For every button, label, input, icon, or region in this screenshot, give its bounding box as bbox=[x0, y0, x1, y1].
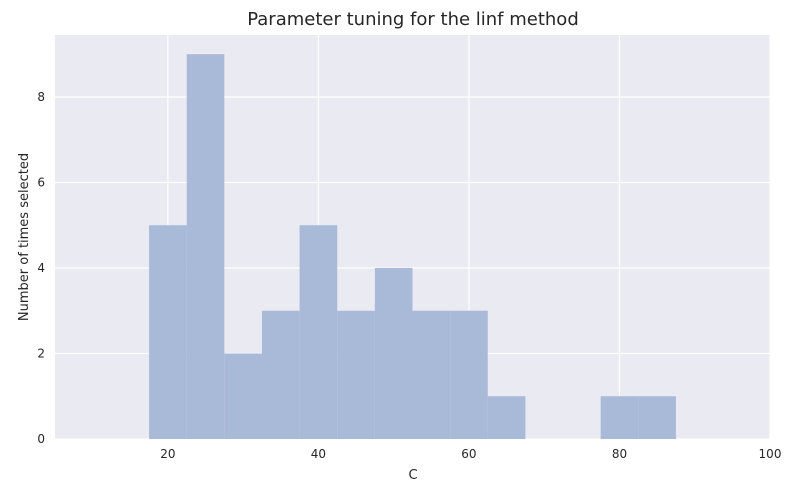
histogram-bar bbox=[337, 310, 375, 439]
histogram-bar bbox=[638, 396, 676, 439]
histogram-bar bbox=[600, 396, 639, 439]
histogram-bar bbox=[261, 310, 300, 439]
histogram-bar bbox=[299, 225, 338, 439]
y-tick-labels: 0 2 4 6 8 bbox=[37, 90, 45, 446]
histogram-bar bbox=[374, 267, 413, 439]
histogram-bar bbox=[487, 396, 526, 439]
y-tick-label: 0 bbox=[37, 432, 45, 446]
y-tick-label: 4 bbox=[37, 261, 45, 275]
x-tick-labels: 20 40 60 80 100 bbox=[160, 447, 781, 461]
bars bbox=[149, 54, 676, 439]
histogram-bar bbox=[149, 225, 187, 439]
x-tick-label: 20 bbox=[160, 447, 175, 461]
histogram-bar bbox=[450, 310, 488, 439]
x-axis-label: C bbox=[408, 468, 417, 483]
y-tick-label: 8 bbox=[37, 90, 45, 104]
x-tick-label: 40 bbox=[311, 447, 326, 461]
histogram-bar bbox=[186, 54, 225, 439]
x-tick-label: 60 bbox=[461, 447, 476, 461]
y-tick-label: 2 bbox=[37, 346, 45, 360]
chart-title: Parameter tuning for the linf method bbox=[247, 9, 579, 30]
y-axis-label: Number of times selected bbox=[17, 153, 32, 321]
y-tick-label: 6 bbox=[37, 175, 45, 189]
x-tick-label: 80 bbox=[612, 447, 627, 461]
x-tick-label: 100 bbox=[759, 447, 782, 461]
histogram-bar bbox=[412, 310, 451, 439]
histogram-bar bbox=[224, 353, 262, 439]
